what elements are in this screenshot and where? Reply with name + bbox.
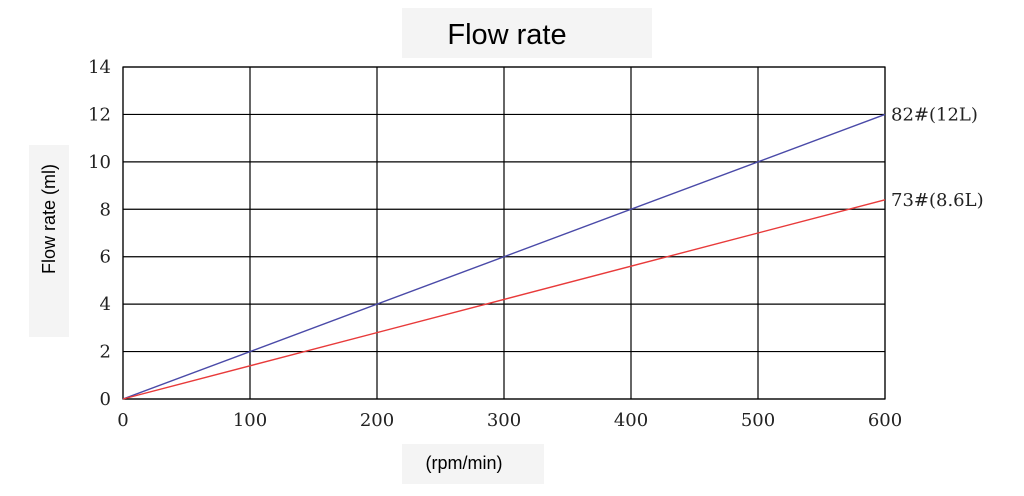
series-line — [122, 113, 886, 400]
grid — [122, 66, 886, 400]
x-tick-label: 400 — [614, 410, 648, 431]
x-tick-label: 200 — [360, 410, 394, 431]
series-labels: 82#(12L) 73#(8.6L) — [891, 104, 984, 210]
y-tick-label: 14 — [88, 57, 111, 78]
tick-labels: 0 100 200 300 400 500 600 0 2 4 6 8 10 12 14 — [88, 57, 902, 431]
x-tick-label: 300 — [487, 410, 521, 431]
y-tick-label: 2 — [100, 342, 111, 363]
series-label: 73#(8.6L) — [891, 190, 984, 211]
plot-frame — [122, 66, 886, 400]
title-background — [402, 8, 652, 58]
series-label: 82#(12L) — [891, 104, 978, 125]
chart-title: Flow rate — [447, 19, 566, 51]
y-tick-label: 4 — [100, 294, 111, 315]
y-axis-label: Flow rate (ml) — [39, 164, 59, 274]
y-tick-label: 8 — [100, 199, 111, 220]
x-tick-label: 500 — [741, 410, 775, 431]
series-lines — [122, 113, 886, 400]
x-tick-label: 0 — [117, 410, 128, 431]
x-tick-label: 100 — [233, 410, 267, 431]
y-tick-label: 12 — [88, 104, 111, 125]
y-tick-label: 0 — [100, 389, 111, 410]
x-axis-label: (rpm/min) — [426, 453, 503, 473]
series-line — [122, 199, 886, 400]
x-tick-label: 600 — [868, 410, 902, 431]
y-axis-label-background — [29, 145, 69, 337]
x-axis-label-background — [402, 444, 544, 484]
y-tick-label: 6 — [100, 247, 111, 268]
y-tick-label: 10 — [88, 152, 111, 173]
